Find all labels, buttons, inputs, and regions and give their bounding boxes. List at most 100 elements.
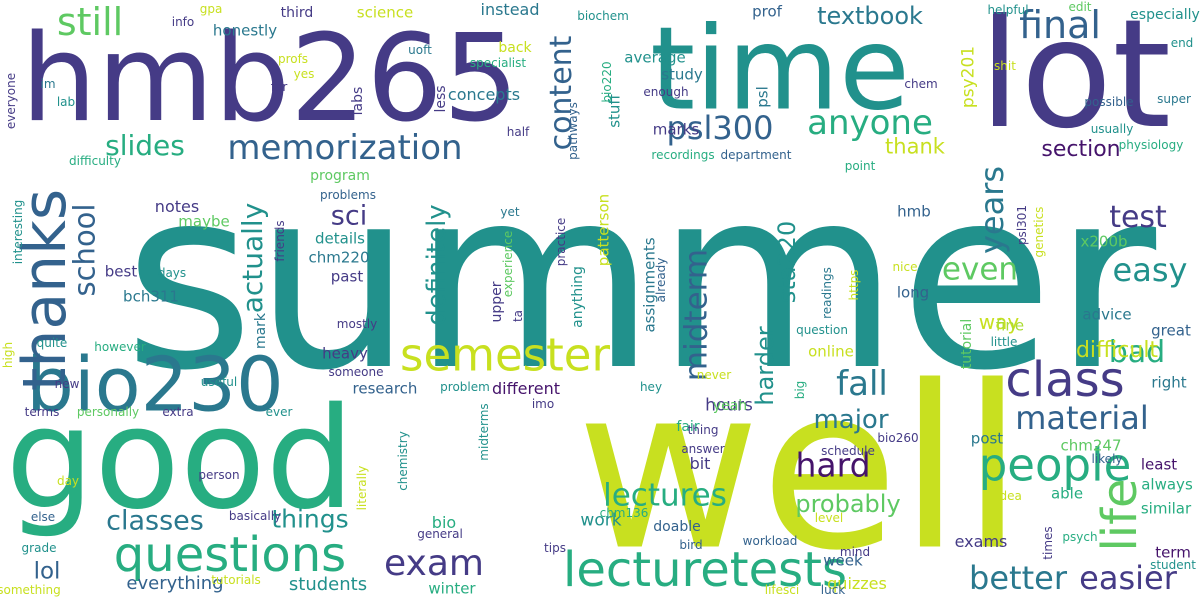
cloud-word: tutorial — [959, 318, 975, 370]
cloud-word: https — [847, 269, 861, 301]
cloud-word: questions — [113, 527, 347, 583]
cloud-word: psl — [753, 86, 772, 108]
cloud-word: exams — [954, 532, 1008, 551]
cloud-word: chm247 — [1060, 436, 1122, 455]
cloud-word: term — [1155, 543, 1191, 562]
cloud-word: difficult — [1075, 338, 1159, 363]
cloud-word: midterms — [477, 403, 491, 461]
cloud-word: chem — [904, 77, 938, 91]
cloud-word: science — [356, 3, 414, 22]
cloud-word: class — [1005, 352, 1125, 408]
cloud-word: friends — [273, 220, 287, 262]
cloud-word: yes — [293, 67, 315, 81]
cloud-word: bad — [1108, 335, 1166, 370]
cloud-word: experience — [501, 230, 515, 298]
cloud-word: able — [1050, 484, 1084, 503]
cloud-word: question — [796, 323, 848, 337]
cloud-word: definitely — [422, 204, 452, 326]
cloud-word: however — [94, 340, 146, 354]
cloud-word: lol — [33, 558, 61, 585]
cloud-word: bio260 — [877, 431, 919, 445]
cloud-word: thank — [885, 134, 945, 159]
cloud-word: past — [330, 267, 364, 286]
cloud-word: someone — [328, 365, 384, 379]
cloud-word: idea — [996, 489, 1022, 503]
cloud-word: anyone — [807, 103, 933, 143]
cloud-word: biochem — [577, 9, 629, 23]
cloud-word: details — [315, 229, 365, 248]
cloud-word: study — [661, 65, 703, 84]
cloud-word: workload — [742, 534, 798, 548]
cloud-word: likely — [1091, 452, 1123, 466]
cloud-word: bio — [431, 513, 457, 532]
cloud-word: less — [433, 85, 449, 113]
cloud-word: terms — [24, 405, 60, 419]
cloud-word: time — [650, 2, 910, 137]
cloud-word: post — [970, 429, 1004, 448]
cloud-word: ever — [265, 405, 293, 419]
cloud-word: psy201 — [958, 45, 979, 109]
cloud-word: psych — [1062, 530, 1098, 544]
cloud-word: general — [417, 527, 463, 541]
cloud-word: back — [498, 40, 532, 56]
cloud-word: instead — [480, 0, 540, 19]
cloud-word: marks — [652, 120, 700, 139]
cloud-word: long — [896, 283, 930, 302]
cloud-word: advice — [1082, 305, 1132, 324]
cloud-word: already — [654, 257, 668, 303]
cloud-word: notes — [154, 197, 200, 216]
cloud-word: lab — [56, 95, 76, 109]
cloud-word: hours — [705, 395, 753, 416]
cloud-word: online — [808, 342, 854, 361]
cloud-word: concepts — [447, 85, 521, 104]
cloud-word: x200b — [1080, 232, 1128, 251]
cloud-word: winter — [428, 579, 476, 598]
cloud-word: mind — [839, 545, 871, 559]
cloud-word: never — [696, 368, 732, 382]
cloud-word: lectures — [603, 477, 727, 514]
cloud-word: usually — [1090, 122, 1134, 136]
cloud-word: mark — [253, 312, 269, 350]
cloud-word: schedule — [821, 444, 875, 458]
cloud-word: big — [793, 380, 807, 400]
cloud-word: chm136 — [599, 506, 649, 520]
cloud-word: new — [54, 377, 80, 391]
cloud-word: else — [30, 510, 56, 524]
cloud-word: everyone — [4, 72, 18, 130]
cloud-word: slides — [105, 129, 185, 162]
cloud-word: ta — [511, 309, 525, 323]
cloud-word: best — [104, 262, 138, 281]
cloud-word: work — [580, 510, 622, 531]
cloud-word: little — [990, 335, 1018, 349]
cloud-word: tips — [544, 541, 566, 555]
cloud-word: person — [198, 468, 240, 482]
cloud-word: literally — [355, 465, 369, 511]
cloud-word: quite — [36, 336, 68, 350]
cloud-word: probably — [795, 490, 901, 518]
cloud-word: least — [1140, 455, 1178, 474]
cloud-word: fall — [836, 364, 888, 404]
cloud-word: im — [40, 77, 56, 91]
cloud-word: physiology — [1118, 138, 1184, 152]
cloud-word: week — [823, 551, 863, 570]
cloud-word: anything — [570, 266, 586, 328]
cloud-word: great — [1151, 321, 1191, 340]
cloud-word: chm220 — [308, 248, 370, 267]
cloud-word: yet — [500, 205, 520, 219]
cloud-word: things — [271, 504, 349, 534]
cloud-word: helpful — [987, 3, 1029, 17]
cloud-word: hmb — [897, 202, 931, 221]
cloud-word: easy — [1112, 251, 1188, 289]
cloud-word: interesting — [11, 199, 25, 265]
cloud-word: yeah — [712, 398, 748, 414]
cloud-word: semester — [400, 328, 610, 382]
cloud-word: people — [978, 438, 1132, 492]
cloud-word: problem — [440, 380, 490, 394]
cloud-word: final — [1019, 3, 1101, 47]
cloud-word: luck — [820, 583, 846, 597]
cloud-word: point — [844, 159, 876, 173]
cloud-word: genetics — [1032, 206, 1046, 258]
cloud-word: psl301 — [1015, 204, 1029, 246]
cloud-word: bio220 — [600, 61, 614, 103]
